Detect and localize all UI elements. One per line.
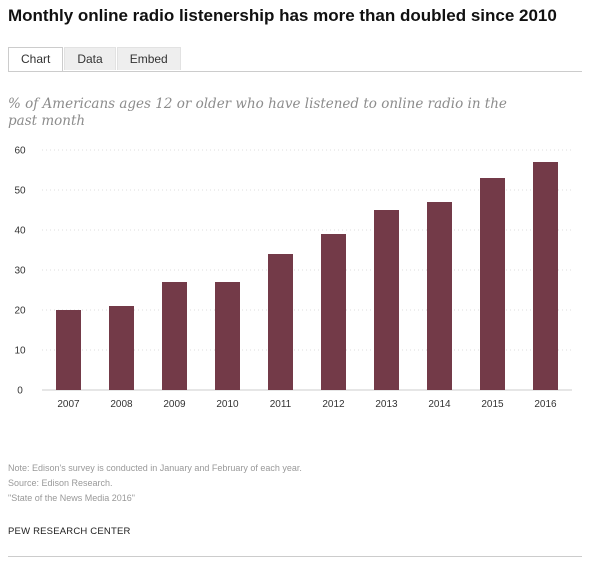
chart-notes: Note: Edison's survey is conducted in Ja…: [8, 461, 302, 506]
y-tick-label: 10: [14, 346, 26, 357]
bar: [374, 210, 399, 390]
brand-logo-text: PEW RESEARCH CENTER: [8, 526, 131, 537]
y-tick-label: 60: [14, 146, 26, 157]
y-tick-label: 0: [17, 386, 23, 397]
x-tick-label: 2010: [216, 399, 239, 410]
bar: [268, 254, 293, 390]
chart-title: Monthly online radio listenership has mo…: [8, 6, 557, 25]
bar: [533, 162, 558, 390]
bar: [215, 282, 240, 390]
y-tick-label: 30: [14, 266, 26, 277]
bar: [480, 178, 505, 390]
bar: [162, 282, 187, 390]
bar: [109, 306, 134, 390]
x-tick-label: 2009: [163, 399, 186, 410]
tab-data[interactable]: Data: [64, 47, 116, 70]
x-tick-label: 2011: [270, 399, 292, 410]
source-text: Source: Edison Research.: [8, 478, 113, 488]
report-text: "State of the News Media 2016": [8, 493, 135, 503]
y-tick-label: 20: [14, 306, 26, 317]
tab-chart[interactable]: Chart: [8, 47, 64, 72]
view-tabs: Chart Data Embed: [8, 47, 182, 72]
bottom-divider: [8, 556, 582, 557]
x-tick-label: 2016: [534, 399, 557, 410]
y-tick-label: 40: [14, 226, 26, 237]
x-tick-label: 2015: [481, 399, 504, 410]
bar-chart: 0 10 20 30 40 50 60 2007 2008 2009 2010 2011 2012 201…: [14, 146, 572, 410]
x-tick-label: 2007: [57, 399, 80, 410]
chart-subtitle: % of Americans ages 12 or older who have…: [8, 96, 507, 129]
tab-embed[interactable]: Embed: [116, 47, 181, 70]
x-tick-label: 2014: [428, 399, 451, 410]
x-tick-label: 2013: [375, 399, 398, 410]
bar: [427, 202, 452, 390]
note-text: Note: Edison's survey is conducted in Ja…: [8, 463, 302, 473]
x-tick-label: 2012: [322, 399, 345, 410]
bar: [56, 310, 81, 390]
x-tick-label: 2008: [110, 399, 133, 410]
y-tick-label: 50: [14, 186, 26, 197]
tab-divider: [8, 71, 582, 72]
bar: [321, 234, 346, 390]
